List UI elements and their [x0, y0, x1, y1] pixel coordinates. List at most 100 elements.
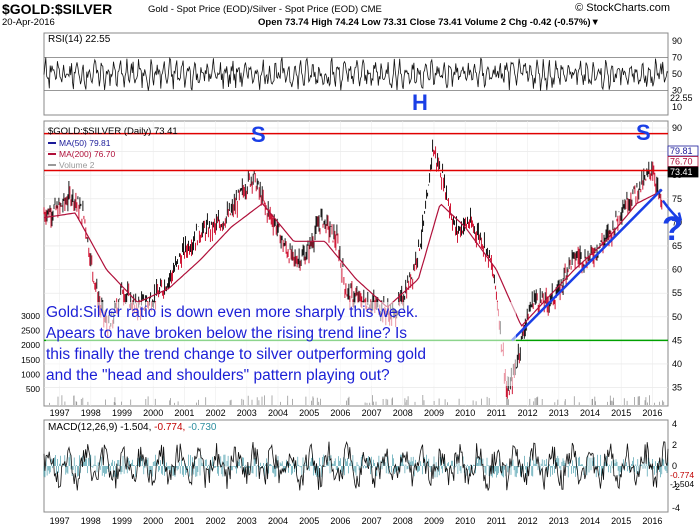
- macd-right-label: -1.504: [670, 479, 694, 489]
- macd-right-labels: -0.774-1.504: [670, 470, 694, 489]
- x-tick-label: 2010: [455, 408, 475, 418]
- x-tick-label: 2010: [455, 516, 475, 526]
- x-tick-label: 2014: [580, 408, 600, 418]
- volume-ticks: 3000 2500 2000 1500 1000 500: [21, 311, 40, 394]
- price-y-tick-label: 90: [672, 123, 682, 133]
- x-tick-label: 2004: [268, 408, 288, 418]
- x-tick-label: 2001: [174, 516, 194, 526]
- price-right-label-box: [667, 166, 699, 178]
- ma200-line: [43, 190, 663, 327]
- x-tick-label: 2011: [487, 408, 506, 418]
- annotation-line-1: Gold:Silver ratio is down even more shar…: [46, 304, 419, 321]
- macd-tick-label: 0: [672, 461, 677, 471]
- quote-high: High 74.24: [311, 17, 359, 28]
- down-triangle-icon: ▼: [590, 17, 600, 28]
- rsi-tick-label: 70: [672, 53, 682, 63]
- x-tick-label: 2002: [206, 516, 226, 526]
- quote-open: Open 73.74: [258, 17, 309, 28]
- annotation-line-4: and the "head and shoulders" pattern pla…: [46, 367, 390, 384]
- macd-line: [43, 440, 669, 491]
- legend-entry: MA(200) 76.70: [59, 149, 115, 159]
- volume-tick-label: 1000: [21, 369, 40, 379]
- price-title: $GOLD:$SILVER (Daily) 73.41: [48, 126, 178, 137]
- price-bars: [43, 139, 663, 399]
- rsi-tick-label: 50: [672, 69, 682, 79]
- x-axis-ticks-bottom: 1997 1998 1999 2000 2001 2002 2003 2004 2005 2006…: [50, 516, 663, 526]
- macd-ticks: 4 2 0 -2 -4: [672, 419, 680, 513]
- macd-tick-label: 4: [672, 419, 677, 429]
- x-axis-ticks-top: 1997 1998 1999 2000 2001 2002 2003 2004 2005 2006…: [50, 408, 663, 418]
- x-tick-label: 1997: [50, 408, 70, 418]
- volume-tick-label: 2500: [21, 326, 40, 336]
- rsi-current-label: 22.55: [670, 93, 693, 103]
- x-tick-label: 2002: [206, 408, 226, 418]
- x-tick-label: 2005: [299, 516, 319, 526]
- x-tick-label: 2006: [330, 516, 350, 526]
- quote-close: Close 73.41: [409, 17, 462, 28]
- left-shoulder-label: S: [251, 122, 266, 147]
- rsi-panel: RSI(14) 22.55 90 70 50 30 10 22.55: [43, 32, 693, 116]
- x-tick-label: 2009: [424, 516, 444, 526]
- head-label: H: [412, 90, 428, 115]
- chart-description: Gold - Spot Price (EOD)/Silver - Spot Pr…: [148, 4, 382, 15]
- x-tick-label: 2013: [549, 408, 569, 418]
- rsi-tick-label: 30: [672, 85, 682, 95]
- x-tick-label: 2011: [487, 516, 506, 526]
- volume-tick-label: 3000: [21, 311, 40, 321]
- quote-low: Low 73.31: [361, 17, 407, 28]
- x-tick-label: 2008: [393, 408, 413, 418]
- macd-tick-label: -4: [672, 503, 680, 513]
- macd-tick-label: 2: [672, 440, 677, 450]
- x-tick-label: 1998: [81, 408, 101, 418]
- x-tick-label: 2009: [424, 408, 444, 418]
- volume-bar: [49, 376, 665, 405]
- price-y-tick-label: 65: [672, 241, 682, 251]
- x-tick-label: 2012: [518, 516, 538, 526]
- rsi-label: RSI(14) 22.55: [48, 34, 111, 45]
- x-tick-label: 2005: [299, 408, 319, 418]
- price-y-tick-label: 75: [672, 194, 682, 204]
- x-tick-label: 1999: [112, 516, 132, 526]
- volume-tick-label: 1500: [21, 355, 40, 365]
- x-tick-label: 1999: [112, 408, 132, 418]
- price-right-label: 79.81: [670, 146, 693, 156]
- source-credit: © StockCharts.com: [575, 2, 670, 14]
- x-tick-label: 2014: [580, 516, 600, 526]
- x-tick-label: 2000: [143, 408, 163, 418]
- x-tick-label: 2007: [362, 516, 382, 526]
- quote-line: Open 73.74 High 74.24 Low 73.31 Close 73…: [258, 17, 600, 28]
- rsi-tick-label: 90: [672, 36, 682, 46]
- x-tick-label: 2004: [268, 516, 288, 526]
- legend-entry: Volume 2: [59, 160, 95, 170]
- x-tick-label: 2006: [330, 408, 350, 418]
- chart-date: 20-Apr-2016: [2, 17, 55, 28]
- price-right-label: 73.41: [670, 167, 693, 177]
- right-shoulder-label: S: [636, 120, 651, 145]
- x-tick-label: 1997: [50, 516, 70, 526]
- description-text: Gold - Spot Price (EOD)/Silver - Spot Pr…: [148, 4, 359, 15]
- annotation-line-2: Apears to have broken below the rising t…: [46, 325, 408, 342]
- price-right-label-box: [667, 156, 699, 167]
- price-y-tick-label: 60: [672, 265, 682, 275]
- rising-trend-line: [511, 188, 663, 342]
- x-tick-label: 2000: [143, 516, 163, 526]
- price-y-tick-label: 35: [672, 383, 682, 393]
- question-mark: ?: [662, 210, 683, 248]
- x-tick-label: 1998: [81, 516, 101, 526]
- x-tick-label: 2008: [393, 516, 413, 526]
- down-arrow-icon: [661, 199, 683, 222]
- price-y-tick-label: 50: [672, 312, 682, 322]
- macd-label: MACD(12,26,9) -1.504, -0.774, -0.730: [48, 422, 217, 433]
- x-tick-label: 2012: [518, 408, 538, 418]
- x-tick-label: 2016: [642, 408, 662, 418]
- quote-change: Chg -0.42 (-0.57%): [508, 17, 591, 28]
- x-tick-label: 2007: [362, 408, 382, 418]
- price-y-tick-label: 40: [672, 359, 682, 369]
- price-right-label: 76.70: [670, 157, 693, 167]
- volume-tick-label: 2000: [21, 340, 40, 350]
- x-tick-label: 2015: [611, 516, 631, 526]
- x-tick-label: 2013: [549, 516, 569, 526]
- legend-entry: MA(50) 79.81: [59, 138, 111, 148]
